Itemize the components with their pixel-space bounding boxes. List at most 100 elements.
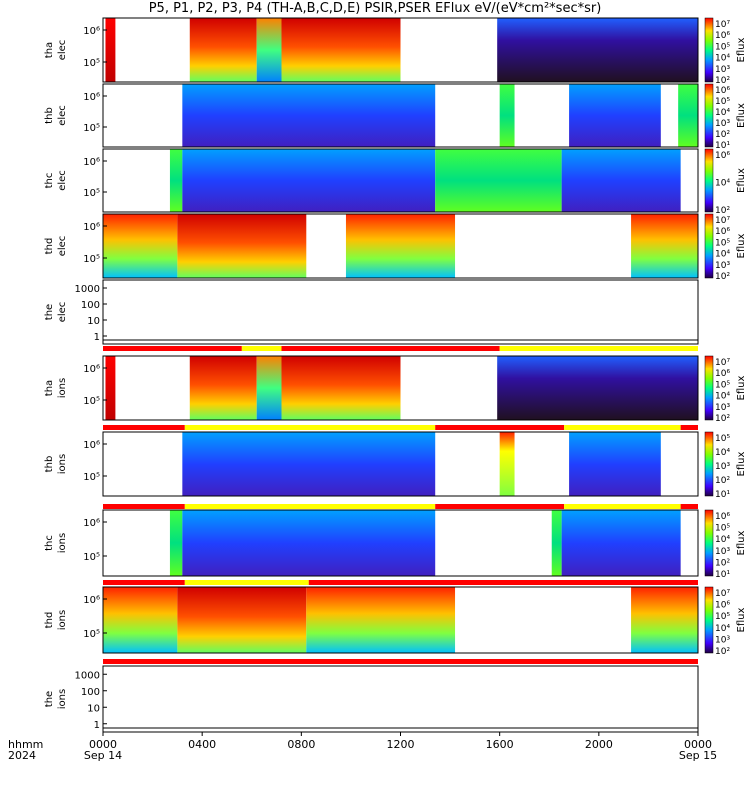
colorbar-label: Eflux xyxy=(736,37,747,62)
spectrogram-segment xyxy=(103,587,178,653)
panel-sublabel-thd_elec: elec xyxy=(57,236,68,257)
ytick-label: 10⁶ xyxy=(83,157,100,168)
panel-label-tha_elec: tha xyxy=(44,42,55,58)
panel-frame xyxy=(102,148,699,213)
ytick-label: 10⁵ xyxy=(83,58,100,69)
spectrogram-segment xyxy=(678,84,698,147)
panel-sublabel-tha_ions: ions xyxy=(57,378,68,398)
xtick-label: 1200 xyxy=(387,738,415,751)
colorbar-tick: 10⁶ xyxy=(715,227,730,237)
colorbar-label: Eflux xyxy=(736,233,747,258)
ytick-label: 100 xyxy=(81,687,100,698)
panel-label-thd_ions: thd xyxy=(44,612,55,629)
mode-bar-the_elec xyxy=(103,346,698,351)
colorbar-label: Eflux xyxy=(736,607,747,632)
colorbar-tick: 10⁴ xyxy=(715,250,730,260)
spectrogram-segment xyxy=(189,356,257,420)
colorbar xyxy=(704,213,714,279)
ytick-label: 10⁵ xyxy=(83,396,100,407)
mode-bar-tha_ions xyxy=(103,425,698,430)
xtick-label: 1600 xyxy=(486,738,514,751)
panel-the_ions xyxy=(102,665,699,733)
colorbar-tick: 10³ xyxy=(715,547,730,557)
ytick-label: 10 xyxy=(87,703,100,714)
colorbar xyxy=(704,355,714,421)
colorbar-tick: 10² xyxy=(715,130,730,140)
colorbar-tick: 10⁶ xyxy=(715,369,730,379)
colorbar-label: Eflux xyxy=(736,375,747,400)
colorbar-tick: 10⁶ xyxy=(715,31,730,41)
colorbar-tick: 10² xyxy=(715,558,730,568)
colorbar-tick: 10⁴ xyxy=(715,392,730,402)
ytick-label: 10⁵ xyxy=(83,188,100,199)
spectrogram-segment xyxy=(561,149,681,212)
colorbar-tick: 10² xyxy=(715,476,730,486)
spectrogram-segment xyxy=(177,587,307,653)
ytick-label: 10⁶ xyxy=(83,222,100,233)
colorbar-tick: 10⁴ xyxy=(715,108,730,118)
panel-label-tha_ions: tha xyxy=(44,380,55,396)
spectrogram-segment xyxy=(435,149,562,212)
spectrogram-segment xyxy=(189,18,257,82)
spectrogram-segment xyxy=(497,18,698,82)
ytick-label: 10⁶ xyxy=(83,92,100,103)
ytick-label: 1000 xyxy=(75,284,100,295)
axis-label-hhmm: hhmm xyxy=(8,738,43,751)
spectrogram-segment xyxy=(499,432,515,496)
colorbar-tick: 10⁵ xyxy=(715,524,730,534)
mode-bar-segment xyxy=(103,346,242,351)
colorbar-tick: 10² xyxy=(715,272,730,282)
colorbar-tick: 10⁵ xyxy=(715,42,730,52)
colorbar-tick: 10² xyxy=(715,206,730,216)
colorbar-tick: 10³ xyxy=(715,462,730,472)
panel-frame xyxy=(102,431,699,497)
mode-bar-thd_ions xyxy=(103,659,698,664)
colorbar xyxy=(704,148,714,213)
panel-frame xyxy=(102,586,699,654)
mode-bar-segment xyxy=(103,580,185,585)
xtick-label: 0400 xyxy=(188,738,216,751)
ytick-label: 10⁶ xyxy=(83,595,100,606)
colorbar-tick: 10¹ xyxy=(715,490,730,500)
colorbar-tick: 10⁷ xyxy=(715,216,730,226)
chart-title: P5, P1, P2, P3, P4 (TH-A,B,C,D,E) PSIR,P… xyxy=(148,1,602,16)
colorbar-label: Eflux xyxy=(736,530,747,555)
mode-bar-segment xyxy=(499,346,698,351)
panel-frame xyxy=(102,355,699,421)
panel-label-thc_elec: thc xyxy=(44,173,55,189)
colorbar-tick: 10³ xyxy=(715,261,730,271)
panel-label-thb_ions: thb xyxy=(44,456,55,473)
colorbar-label: Eflux xyxy=(736,168,747,193)
colorbar-tick: 10⁴ xyxy=(715,54,730,64)
spectrogram-segment xyxy=(281,18,401,82)
panel-sublabel-thc_elec: elec xyxy=(57,170,68,191)
panel-label-thc_ions: thc xyxy=(44,535,55,551)
ytick-label: 10⁶ xyxy=(83,26,100,37)
start-date-label: Sep 14 xyxy=(84,749,122,762)
spectrogram-segment xyxy=(631,587,698,653)
colorbar-tick: 10⁶ xyxy=(715,601,730,611)
spectrogram-segment xyxy=(182,149,436,212)
panel-sublabel-the_ions: ions xyxy=(57,689,68,709)
spectrogram-segment xyxy=(306,587,456,653)
colorbar-tick: 10⁶ xyxy=(715,86,730,96)
panel-thd_ions xyxy=(102,586,714,654)
spectrogram-segment xyxy=(499,84,515,147)
colorbar-tick: 10⁵ xyxy=(715,612,730,622)
panel-the_elec xyxy=(102,279,699,345)
mode-bar-segment xyxy=(281,346,500,351)
xtick-label: 0000 xyxy=(684,738,712,751)
mode-bar-segment xyxy=(184,504,436,509)
panel-sublabel-tha_elec: elec xyxy=(57,40,68,61)
panel-label-thb_elec: thb xyxy=(44,107,55,124)
panel-tha_elec xyxy=(102,17,714,83)
ytick-label: 10⁵ xyxy=(83,472,100,483)
spectrogram-segment xyxy=(169,149,183,212)
xtick-label: 0800 xyxy=(287,738,315,751)
spectrogram-segment xyxy=(105,18,116,82)
mode-bar-segment xyxy=(435,504,565,509)
colorbar-tick: 10³ xyxy=(715,635,730,645)
xtick-label: 2000 xyxy=(585,738,613,751)
panel-sublabel-thd_ions: ions xyxy=(57,610,68,630)
colorbar-label: Eflux xyxy=(736,451,747,476)
